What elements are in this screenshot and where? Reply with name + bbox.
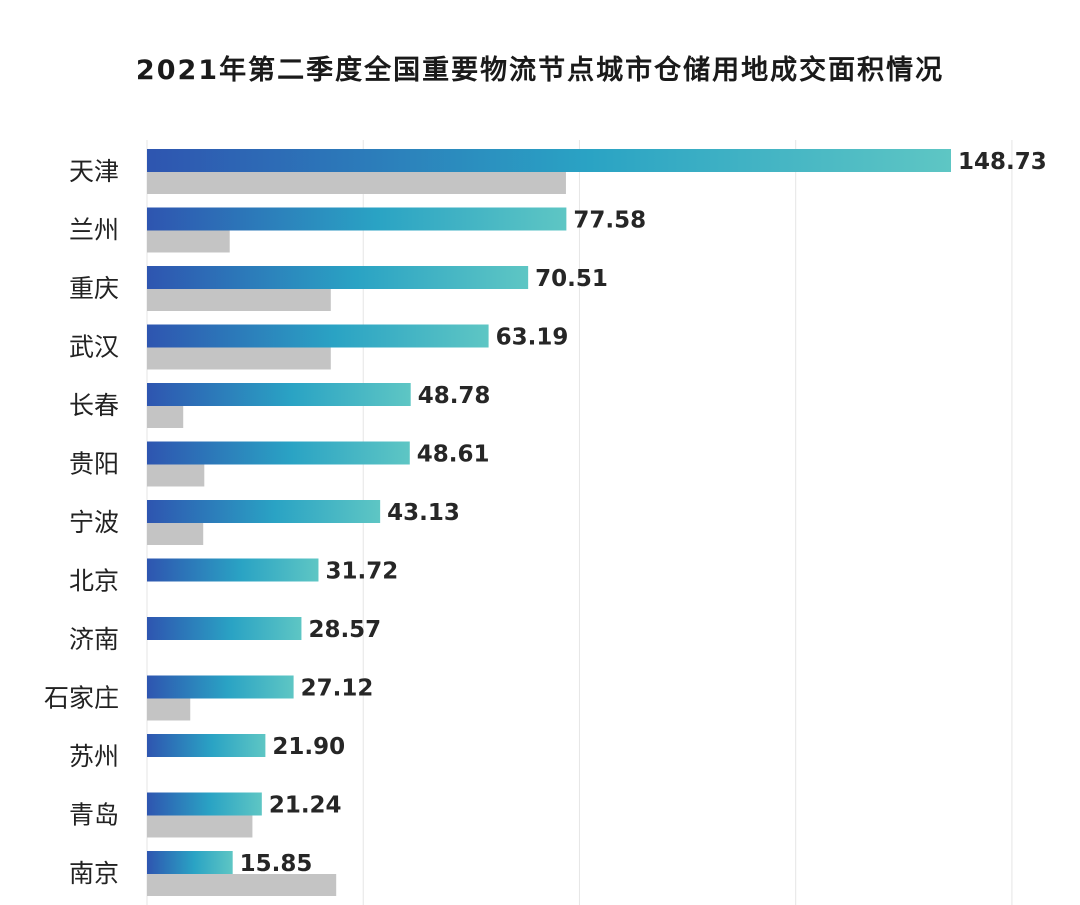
value-label: 43.13	[387, 500, 460, 526]
category-label: 苏州	[69, 742, 119, 771]
bar-secondary	[147, 289, 331, 311]
bar-primary	[147, 324, 489, 348]
category-label: 武汉	[69, 333, 119, 362]
bar-secondary	[147, 523, 204, 545]
bar-secondary	[147, 698, 191, 721]
labels: 天津 148.73 兰州 77.58 重庆 70.51 武汉 63.19 长春 48.78 贵阳 48…	[44, 149, 1047, 888]
chart-title: 2021年第二季度全国重要物流节点城市仓储用地成交面积情况	[135, 55, 945, 86]
bar-secondary	[147, 230, 230, 253]
bar-secondary	[147, 172, 566, 194]
bar-primary	[147, 383, 411, 406]
category-label: 南京	[69, 859, 119, 888]
value-label: 27.12	[301, 676, 374, 702]
value-label: 48.78	[418, 383, 491, 409]
bar-primary	[147, 207, 567, 231]
bars	[147, 149, 951, 896]
bar-primary	[147, 734, 266, 757]
bar-primary	[147, 149, 951, 172]
category-label: 石家庄	[44, 684, 119, 713]
value-label: 148.73	[958, 149, 1047, 175]
bar-secondary	[147, 874, 337, 896]
category-label: 宁波	[69, 508, 119, 537]
value-label: 21.24	[269, 793, 342, 819]
bar-primary	[147, 558, 319, 582]
bar-primary	[147, 617, 302, 640]
bar-secondary	[147, 347, 331, 370]
bar-primary	[147, 266, 529, 289]
value-label: 31.72	[325, 559, 398, 585]
category-label: 济南	[69, 625, 119, 654]
value-label: 21.90	[272, 734, 345, 760]
value-label: 70.51	[535, 266, 608, 292]
category-label: 贵阳	[69, 450, 119, 479]
bar-primary	[147, 500, 381, 523]
category-label: 兰州	[69, 216, 119, 245]
bar-primary	[147, 441, 410, 465]
value-label: 63.19	[496, 325, 569, 351]
value-label: 48.61	[417, 442, 490, 468]
category-label: 北京	[69, 567, 119, 596]
bar-primary	[147, 792, 262, 816]
category-label: 重庆	[69, 274, 119, 303]
value-label: 15.85	[240, 851, 313, 877]
category-label: 青岛	[69, 801, 119, 830]
bar-primary	[147, 851, 233, 874]
bar-secondary	[147, 406, 184, 428]
category-label: 长春	[69, 391, 119, 420]
category-label: 天津	[69, 157, 119, 186]
bar-secondary	[147, 464, 205, 487]
value-label: 77.58	[573, 208, 646, 234]
value-label: 28.57	[308, 617, 381, 643]
bar-secondary	[147, 815, 253, 838]
bar-primary	[147, 675, 294, 699]
